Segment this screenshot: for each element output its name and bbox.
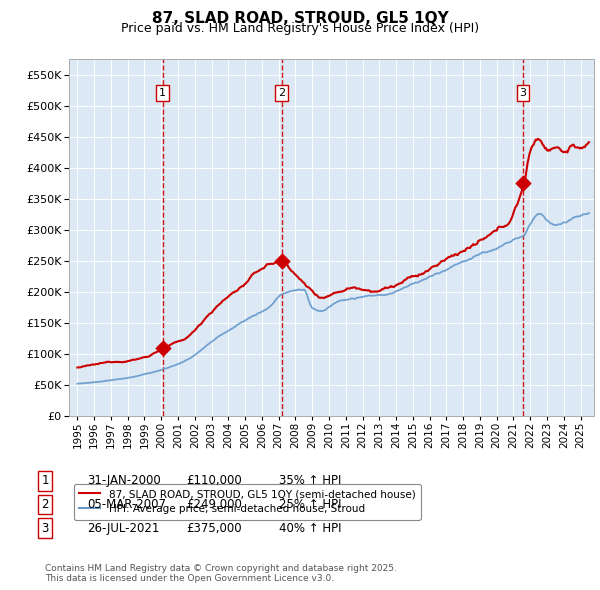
Text: 05-MAR-2007: 05-MAR-2007 [87,498,166,511]
Text: £375,000: £375,000 [186,522,242,535]
Text: 26-JUL-2021: 26-JUL-2021 [87,522,160,535]
Text: 2: 2 [41,498,49,511]
Point [277,257,286,266]
Text: 3: 3 [41,522,49,535]
Text: 40% ↑ HPI: 40% ↑ HPI [279,522,341,535]
Text: 31-JAN-2000: 31-JAN-2000 [87,474,161,487]
Point [518,178,527,188]
Text: 87, SLAD ROAD, STROUD, GL5 1QY: 87, SLAD ROAD, STROUD, GL5 1QY [152,11,448,25]
Text: 1: 1 [159,88,166,98]
Text: 25% ↑ HPI: 25% ↑ HPI [279,498,341,511]
Point [158,343,167,352]
Text: £249,000: £249,000 [186,498,242,511]
Text: Contains HM Land Registry data © Crown copyright and database right 2025.
This d: Contains HM Land Registry data © Crown c… [45,563,397,583]
Legend: 87, SLAD ROAD, STROUD, GL5 1QY (semi-detached house), HPI: Average price, semi-d: 87, SLAD ROAD, STROUD, GL5 1QY (semi-det… [74,484,421,520]
Text: 1: 1 [41,474,49,487]
Text: 35% ↑ HPI: 35% ↑ HPI [279,474,341,487]
Text: 2: 2 [278,88,285,98]
Text: Price paid vs. HM Land Registry's House Price Index (HPI): Price paid vs. HM Land Registry's House … [121,22,479,35]
Text: £110,000: £110,000 [186,474,242,487]
Text: 3: 3 [520,88,526,98]
